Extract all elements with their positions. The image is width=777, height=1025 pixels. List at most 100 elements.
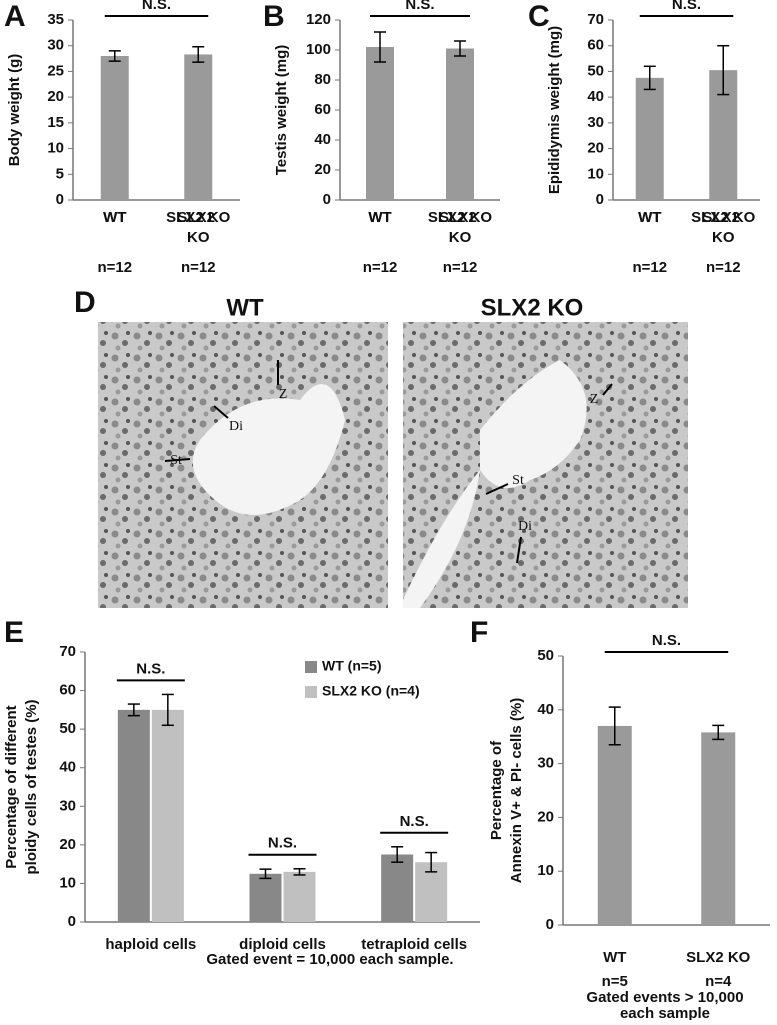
x-tick-label: SLX2 KO [686,949,751,966]
y-axis-title: ploidy cells of testes (%) [23,699,40,874]
cell-label: Di [518,519,532,534]
panel-letter: C [528,0,550,33]
y-tick-label: 60 [59,682,76,699]
bar [366,47,394,200]
x-tick-label: SLX2 KOSLX2 KO [691,209,756,246]
bar [283,871,316,922]
note: Gated event = 10,000 each sample. [206,951,453,968]
bar [701,732,736,925]
bar [381,854,414,922]
label-pointer [516,536,522,564]
legend-label: SLX2 KO (n=4) [322,683,420,699]
y-tick-label: 20 [587,140,604,157]
y-tick-label: 0 [546,916,554,933]
x-tick-label: WT [603,949,626,966]
panel-letter: A [4,0,26,33]
y-tick-label: 10 [59,874,76,891]
significance-label: N.S. [400,813,429,830]
sample-size-label: n=5 [602,973,628,990]
label-pointer [485,483,509,495]
y-tick-label: 50 [537,647,554,664]
x-tick-label: tetraploid cells [361,936,467,953]
y-tick-label: 100 [306,41,331,58]
y-tick-label: 40 [587,88,604,105]
bar [635,77,664,200]
y-axis-title: Annexin V+ & PI- cells (%) [508,698,525,883]
significance-label: N.S. [672,0,701,13]
label-pointer [213,405,229,419]
y-tick-label: 0 [68,913,76,930]
lumen [192,384,345,515]
x-tick-label: WTWT [103,209,126,226]
cell-label: Z [279,387,288,402]
label-pointer [164,458,191,462]
significance-label: N.S. [405,0,434,13]
x-tick-label: haploid cells [105,936,196,953]
sample-size-label: n=12 [443,259,478,276]
x-tick-label: SLX2 KOSLX2 KO [166,209,231,246]
x-tick-label: SLX2 KOSLX2 KO [428,209,493,246]
y-tick-label: 50 [587,62,604,79]
y-tick-label: 40 [314,131,331,148]
y-tick-label: 70 [587,11,604,28]
cell-label: St [512,473,524,488]
sample-size-label: n=12 [706,259,741,276]
sample-size-label: n=12 [632,259,667,276]
y-tick-label: 40 [537,701,554,718]
y-tick-label: 70 [59,643,76,660]
note: Gated events > 10,000 [586,989,743,1006]
y-tick-label: 30 [59,797,76,814]
y-tick-label: 50 [59,720,76,737]
legend-swatch [305,686,317,698]
y-tick-label: 20 [59,836,76,853]
y-tick-label: 30 [47,37,64,54]
y-tick-label: 0 [56,191,64,208]
y-axis-title: Testis weight (mg) [273,45,290,176]
bar [117,709,150,922]
sample-size-label: n=12 [181,259,216,276]
y-tick-label: 0 [323,191,331,208]
y-axis-title: Epididymis weight (mg) [546,26,563,194]
y-tick-label: 10 [587,165,604,182]
sample-size-label: n=12 [363,259,398,276]
x-tick-label: WTWT [368,209,391,226]
y-tick-label: 5 [56,165,64,182]
panel-letter: D [74,286,96,319]
y-tick-label: 35 [47,11,64,28]
y-tick-label: 20 [537,808,554,825]
bar [446,48,474,200]
label-pointer [602,383,613,396]
y-tick-label: 80 [314,71,331,88]
legend-label: WT (n=5) [322,658,382,674]
y-tick-label: 10 [537,862,554,879]
image-title: WT [226,294,264,321]
cell-label: St [170,453,182,468]
y-axis-title: Percentage of [488,740,505,840]
y-axis-title: Body weight (g) [6,54,23,167]
y-tick-label: 0 [596,191,604,208]
x-tick-label: diploid cells [239,936,326,953]
y-tick-label: 25 [47,62,64,79]
cell-label: Di [229,419,243,434]
significance-label: N.S. [142,0,171,13]
legend-swatch [305,661,317,673]
bar [151,709,184,922]
bar [249,873,282,922]
significance-label: N.S. [136,660,165,677]
significance-label: N.S. [652,632,681,649]
y-tick-label: 15 [47,114,64,131]
lumen [480,360,587,488]
y-tick-label: 40 [59,759,76,776]
y-tick-label: 20 [314,161,331,178]
bar [597,725,632,925]
y-tick-label: 30 [537,755,554,772]
sample-size-label: n=4 [705,973,732,990]
x-tick-label: WTWT [638,209,661,226]
y-tick-label: 120 [306,11,331,28]
cell-label: Z [590,392,599,407]
y-tick-label: 30 [587,114,604,131]
y-tick-label: 10 [47,140,64,157]
panel-letter: F [470,616,488,649]
significance-label: N.S. [268,835,297,852]
